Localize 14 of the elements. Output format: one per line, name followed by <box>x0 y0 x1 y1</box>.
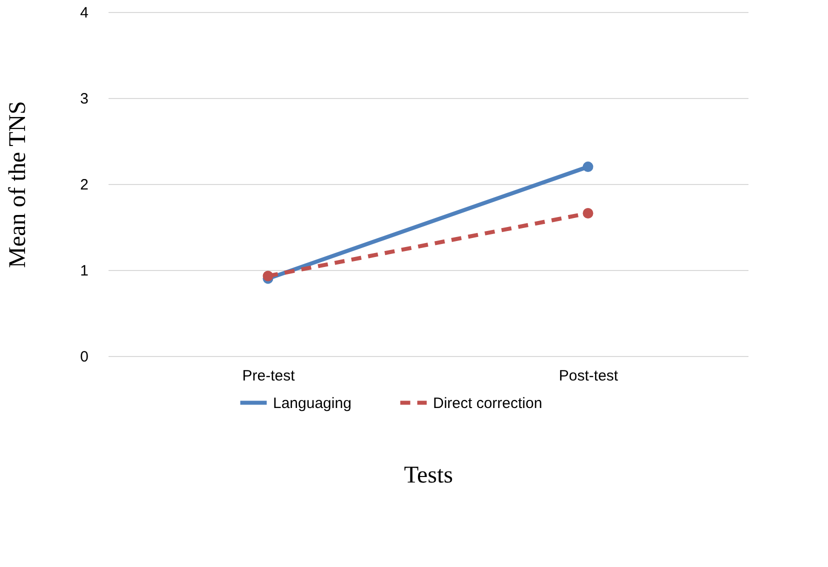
point <box>582 208 594 218</box>
x-tick-label: Pre-test <box>242 368 296 384</box>
legend-label: Direct correction <box>433 394 542 412</box>
y-tick-label: 4 <box>80 4 88 22</box>
y-tick-label: 1 <box>80 262 88 280</box>
point <box>582 162 594 172</box>
legend-label: Languaging <box>273 394 352 412</box>
y-axis-title: Mean of the TNS <box>5 101 32 268</box>
y-tick-label: 0 <box>80 348 88 366</box>
point <box>262 270 274 282</box>
y-tick-label: 2 <box>80 176 88 194</box>
y-tick-label: 3 <box>80 90 88 108</box>
x-axis-title: Tests <box>404 462 453 488</box>
x-tick-label: Post-test <box>558 368 619 384</box>
